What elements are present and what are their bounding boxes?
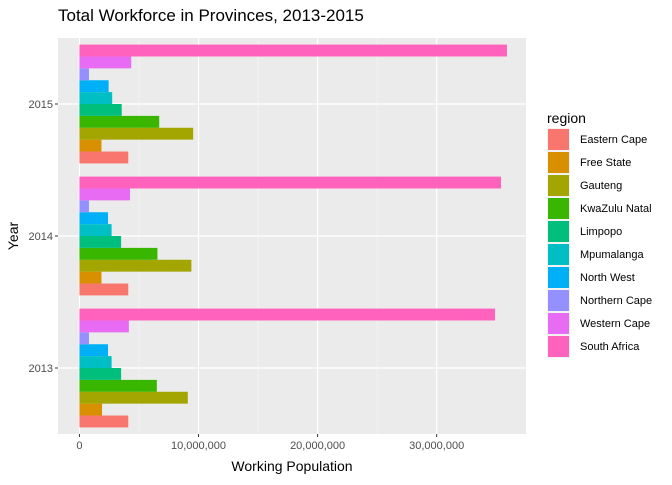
legend-swatch <box>548 336 569 357</box>
bar <box>79 176 501 189</box>
legend-swatch <box>548 175 569 196</box>
legend-label: KwaZulu Natal <box>580 203 652 215</box>
bar <box>79 320 129 333</box>
bar <box>79 332 89 345</box>
bar <box>79 44 507 57</box>
bar <box>79 283 129 296</box>
legend-label: Eastern Cape <box>580 134 647 146</box>
y-tick-label: 2013 <box>29 363 53 375</box>
bar <box>79 259 192 272</box>
bar <box>79 403 103 416</box>
x-tick-label: 20,000,000 <box>290 440 345 452</box>
legend-label: South Africa <box>580 341 640 353</box>
x-tick-label: 10,000,000 <box>171 440 226 452</box>
bar <box>79 151 129 164</box>
bar <box>79 247 158 260</box>
bar <box>79 344 109 357</box>
grid <box>58 38 526 434</box>
bar <box>79 391 188 404</box>
bar <box>79 92 113 104</box>
bar <box>79 236 122 248</box>
legend-label: Gauteng <box>580 180 622 192</box>
bar <box>79 68 89 81</box>
bar <box>79 224 112 236</box>
bar <box>79 200 89 213</box>
legend-label: Northern Cape <box>580 295 652 307</box>
y-tick-label: 2014 <box>29 231 53 243</box>
bar <box>79 308 496 321</box>
legend-swatch <box>548 129 569 150</box>
bar <box>79 415 129 428</box>
x-tick-label: 0 <box>76 440 82 452</box>
bar <box>79 127 194 140</box>
bar <box>79 271 102 284</box>
legend-swatch <box>548 244 569 265</box>
x-tick-label: 30,000,000 <box>409 440 464 452</box>
bar <box>79 188 131 201</box>
bar <box>79 139 102 152</box>
legend-label: Western Cape <box>580 318 650 330</box>
bars <box>79 44 507 428</box>
chart-title: Total Workforce in Provinces, 2013-2015 <box>58 6 364 25</box>
bar <box>79 379 157 392</box>
bar <box>79 80 109 93</box>
legend-swatch <box>548 290 569 311</box>
x-axis-title: Working Population <box>231 458 352 474</box>
legend-swatch <box>548 313 569 334</box>
legend-label: Mpumalanga <box>580 249 644 261</box>
legend-label: Free State <box>580 157 631 169</box>
legend-label: Limpopo <box>580 226 622 238</box>
bar <box>79 104 122 116</box>
axes: 0 10,000,000 20,000,000 30,000,000 2013 2014 2… <box>29 99 465 452</box>
y-tick-label: 2015 <box>29 99 53 111</box>
bar <box>79 356 112 368</box>
legend-swatch <box>548 267 569 288</box>
y-axis-title: Year <box>5 222 21 251</box>
legend: region Eastern Cape Free State Gauteng KwaZ… <box>547 110 652 358</box>
bar <box>79 212 109 225</box>
bar <box>79 56 132 69</box>
legend-title: region <box>547 110 586 126</box>
bar <box>79 368 122 380</box>
bar <box>79 115 160 128</box>
legend-swatch <box>548 221 569 242</box>
legend-swatch <box>548 198 569 219</box>
legend-label: North West <box>580 272 635 284</box>
legend-swatch <box>548 152 569 173</box>
